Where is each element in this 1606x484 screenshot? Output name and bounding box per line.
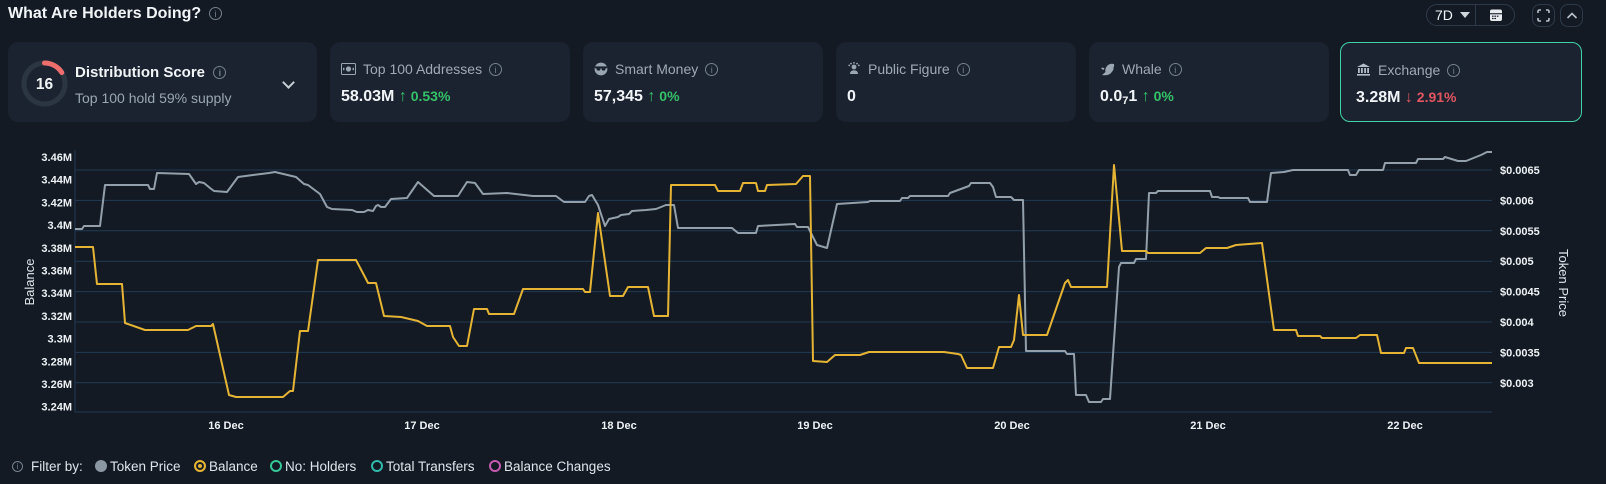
svg-text:$0.006: $0.006 (1500, 195, 1534, 207)
svg-text:$0.0055: $0.0055 (1500, 226, 1540, 238)
svg-text:3.3M: 3.3M (48, 334, 72, 346)
svg-text:3.34M: 3.34M (41, 288, 72, 300)
svg-text:Token Price: Token Price (1556, 249, 1571, 317)
svg-text:21 Dec: 21 Dec (1190, 420, 1225, 432)
svg-text:18 Dec: 18 Dec (601, 420, 636, 432)
svg-text:$0.003: $0.003 (1500, 378, 1534, 390)
svg-text:3.28M: 3.28M (41, 356, 72, 368)
svg-text:3.38M: 3.38M (41, 243, 72, 255)
svg-text:19 Dec: 19 Dec (797, 420, 832, 432)
svg-text:22 Dec: 22 Dec (1387, 420, 1422, 432)
svg-text:3.44M: 3.44M (41, 175, 72, 187)
svg-text:3.36M: 3.36M (41, 266, 72, 278)
svg-text:$0.0035: $0.0035 (1500, 347, 1540, 359)
svg-text:3.26M: 3.26M (41, 379, 72, 391)
svg-text:3.42M: 3.42M (41, 197, 72, 209)
svg-text:16: 16 (36, 76, 54, 93)
svg-text:Balance: Balance (22, 259, 37, 306)
svg-text:3.32M: 3.32M (41, 311, 72, 323)
svg-text:$0.0045: $0.0045 (1500, 287, 1540, 299)
svg-text:17 Dec: 17 Dec (404, 420, 439, 432)
svg-text:$0.004: $0.004 (1500, 317, 1535, 329)
svg-text:$0.005: $0.005 (1500, 256, 1534, 268)
svg-text:3.4M: 3.4M (48, 220, 72, 232)
svg-text:3.24M: 3.24M (41, 402, 72, 414)
svg-text:3.46M: 3.46M (41, 152, 72, 164)
svg-text:20 Dec: 20 Dec (994, 420, 1029, 432)
svg-text:$0.0065: $0.0065 (1500, 165, 1540, 177)
svg-text:16 Dec: 16 Dec (208, 420, 243, 432)
